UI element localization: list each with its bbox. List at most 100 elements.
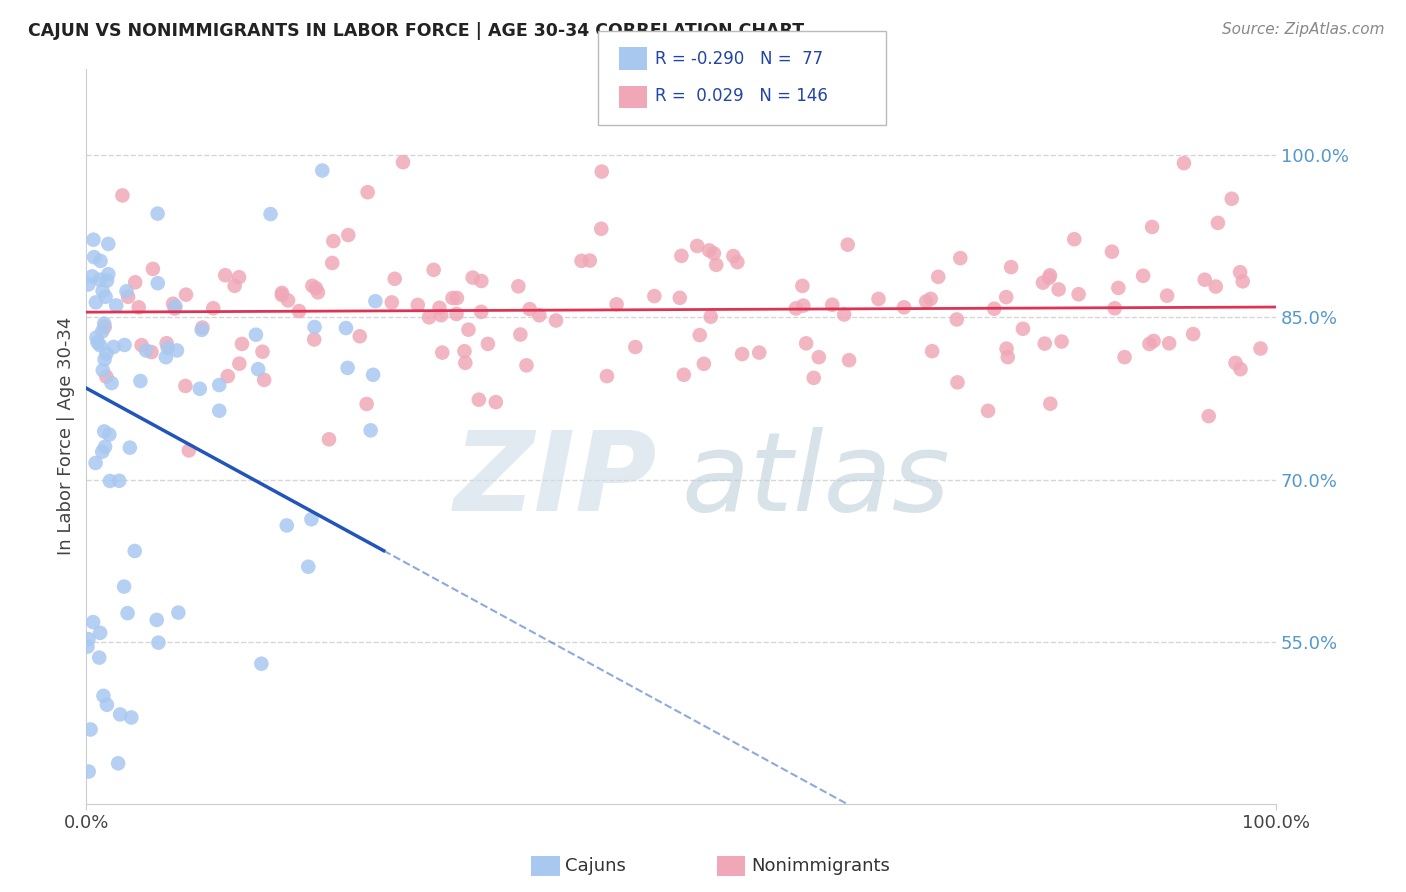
Point bbox=[94, 290, 117, 304]
Point bbox=[1182, 327, 1205, 342]
Point bbox=[155, 350, 177, 364]
Point bbox=[1101, 244, 1123, 259]
Point bbox=[1032, 276, 1054, 290]
Point bbox=[1229, 362, 1251, 376]
Point bbox=[668, 291, 690, 305]
Point bbox=[163, 301, 186, 316]
Point bbox=[107, 756, 129, 771]
Point bbox=[384, 272, 406, 286]
Point bbox=[1033, 336, 1056, 351]
Point bbox=[591, 164, 613, 178]
Point bbox=[406, 298, 429, 312]
Point bbox=[624, 340, 647, 354]
Point bbox=[142, 261, 165, 276]
Point bbox=[105, 298, 128, 312]
Point bbox=[927, 269, 949, 284]
Point bbox=[671, 249, 693, 263]
Point bbox=[124, 275, 146, 289]
Point bbox=[1039, 397, 1062, 411]
Point bbox=[135, 343, 157, 358]
Point bbox=[146, 276, 169, 290]
Point bbox=[208, 378, 231, 392]
Point bbox=[93, 689, 115, 703]
Point bbox=[1114, 350, 1136, 364]
Point bbox=[1063, 232, 1085, 246]
Point bbox=[920, 292, 942, 306]
Point bbox=[148, 635, 170, 649]
Point bbox=[93, 352, 115, 367]
Point bbox=[174, 287, 197, 301]
Point bbox=[838, 353, 860, 368]
Text: atlas: atlas bbox=[681, 427, 949, 534]
Point bbox=[77, 277, 100, 292]
Point bbox=[1156, 288, 1178, 302]
Point bbox=[946, 312, 969, 326]
Point bbox=[120, 710, 142, 724]
Point bbox=[921, 344, 943, 359]
Point bbox=[86, 330, 108, 344]
Point bbox=[529, 308, 551, 322]
Point bbox=[643, 289, 665, 303]
Point bbox=[131, 338, 153, 352]
Point bbox=[76, 640, 98, 654]
Point bbox=[704, 258, 727, 272]
Point bbox=[141, 345, 163, 359]
Point bbox=[82, 233, 104, 247]
Point bbox=[1250, 342, 1272, 356]
Point bbox=[1142, 334, 1164, 348]
Point bbox=[177, 443, 200, 458]
Point bbox=[311, 163, 333, 178]
Text: R =  0.029   N = 146: R = 0.029 N = 146 bbox=[655, 87, 828, 105]
Point bbox=[252, 344, 274, 359]
Point bbox=[146, 206, 169, 220]
Point bbox=[349, 329, 371, 343]
Point bbox=[321, 256, 343, 270]
Point bbox=[731, 347, 754, 361]
Point bbox=[430, 308, 453, 322]
Point bbox=[228, 270, 250, 285]
Point bbox=[89, 273, 111, 287]
Point bbox=[91, 284, 114, 298]
Point bbox=[1229, 265, 1251, 279]
Point bbox=[606, 297, 628, 311]
Point bbox=[174, 379, 197, 393]
Point bbox=[792, 299, 814, 313]
Point bbox=[446, 307, 468, 321]
Point bbox=[190, 323, 212, 337]
Point bbox=[723, 249, 745, 263]
Point bbox=[167, 606, 190, 620]
Text: Nonimmigrants: Nonimmigrants bbox=[751, 857, 890, 875]
Point bbox=[245, 327, 267, 342]
Point bbox=[356, 186, 378, 200]
Point bbox=[946, 376, 969, 390]
Point bbox=[1050, 334, 1073, 349]
Point bbox=[111, 188, 134, 202]
Point bbox=[519, 302, 541, 317]
Point bbox=[977, 404, 1000, 418]
Point bbox=[703, 246, 725, 260]
Point bbox=[725, 255, 748, 269]
Point bbox=[470, 274, 492, 288]
Point bbox=[89, 625, 111, 640]
Point bbox=[82, 615, 104, 629]
Point bbox=[441, 291, 464, 305]
Point bbox=[915, 294, 938, 309]
Point bbox=[509, 327, 531, 342]
Point bbox=[118, 441, 141, 455]
Point bbox=[1194, 273, 1216, 287]
Point bbox=[672, 368, 695, 382]
Point bbox=[596, 369, 619, 384]
Point bbox=[77, 764, 100, 779]
Point bbox=[807, 350, 830, 364]
Point bbox=[86, 335, 108, 350]
Point bbox=[318, 432, 340, 446]
Point bbox=[792, 279, 814, 293]
Point bbox=[112, 580, 135, 594]
Point bbox=[699, 310, 721, 324]
Point bbox=[166, 343, 188, 358]
Point bbox=[361, 368, 384, 382]
Point bbox=[93, 425, 115, 439]
Point bbox=[454, 356, 477, 370]
Point bbox=[108, 474, 131, 488]
Point bbox=[693, 357, 716, 371]
